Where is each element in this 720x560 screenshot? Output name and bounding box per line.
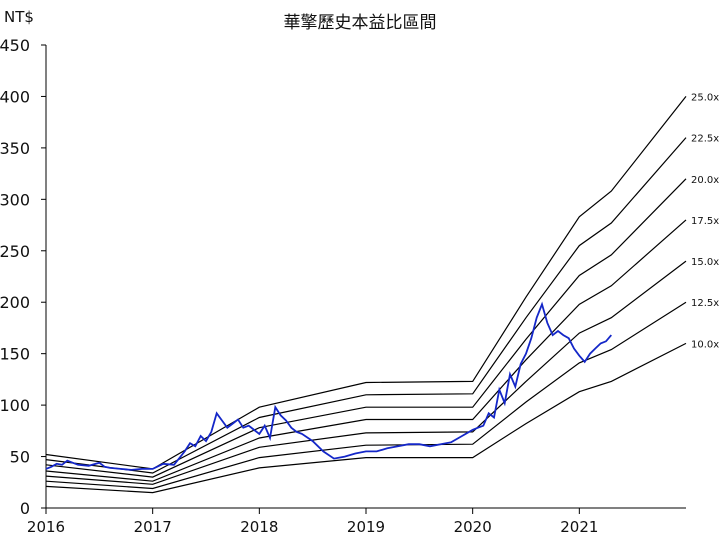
y-tick-label: 250: [0, 242, 30, 261]
price-line: [45, 301, 612, 471]
y-axis-unit-label: NT$: [4, 8, 34, 26]
pe-band-label: 22.5x: [691, 134, 719, 145]
y-tick-label: 50: [10, 448, 30, 467]
y-tick-label: 450: [0, 36, 30, 55]
x-tick-label: 2021: [560, 518, 598, 536]
y-tick-label: 400: [0, 87, 30, 106]
y-tick-label: 350: [0, 139, 30, 158]
x-tick-label: 2019: [347, 518, 385, 536]
x-tick-label: 2020: [454, 518, 492, 536]
pe-band-label: 10.0x: [691, 339, 719, 350]
pe-band-line: [45, 342, 687, 494]
y-tick-label: 150: [0, 345, 30, 364]
pe-band-label: 25.0x: [691, 92, 719, 103]
x-tick-label: 2018: [240, 518, 278, 536]
y-tick-label: 300: [0, 190, 30, 209]
x-tick-label: 2016: [27, 518, 65, 536]
y-tick-label: 100: [0, 396, 30, 415]
pe-band-line: [45, 260, 687, 485]
pe-band-lines: [45, 96, 687, 494]
pe-band-label: 12.5x: [691, 298, 719, 309]
y-tick-label: 200: [0, 293, 30, 312]
axes: 0 50 100 150 200 250 300 350 400 450 2016 2017 2018 2…: [0, 36, 686, 536]
x-tick-label: 2017: [134, 518, 172, 536]
pe-band-line: [45, 137, 687, 474]
pe-band-line: [45, 96, 687, 470]
y-tick-label: 0: [20, 499, 30, 518]
pe-band-line: [45, 219, 687, 482]
price-series: [45, 301, 612, 471]
pe-band-line: [45, 178, 687, 478]
pe-band-label: 17.5x: [691, 216, 719, 227]
pe-band-label: 20.0x: [691, 175, 719, 186]
chart-title: 華擎歷史本益比區間: [284, 13, 437, 33]
pe-band-labels: 25.0x 22.5x 20.0x 17.5x 15.0x 12.5x 10.0x: [691, 92, 719, 350]
pe-band-label: 15.0x: [691, 257, 719, 268]
pe-band-line: [45, 301, 687, 490]
